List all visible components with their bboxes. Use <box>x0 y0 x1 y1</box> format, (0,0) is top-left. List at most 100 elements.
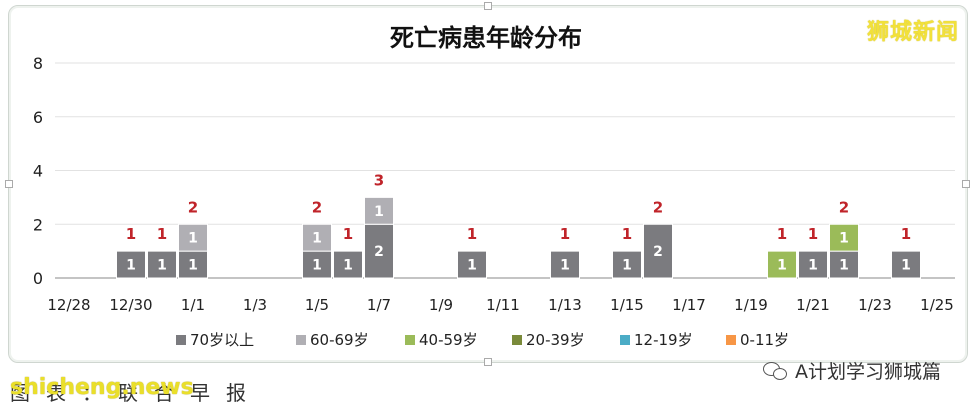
bar-segment <box>302 223 332 252</box>
legend-swatch <box>405 335 415 345</box>
source-text: 图表：联合早报 <box>10 381 262 405</box>
bar-segment <box>364 196 394 225</box>
data-label: 1 <box>467 258 477 274</box>
total-label: 1 <box>467 225 477 243</box>
wechat-icon <box>763 360 789 382</box>
bar-segment <box>364 223 394 279</box>
resize-handle[interactable] <box>5 180 13 188</box>
data-label: 1 <box>560 258 570 274</box>
x-tick-label: 1/7 <box>367 296 391 314</box>
data-label: 1 <box>188 258 198 274</box>
data-label: 2 <box>653 244 663 260</box>
total-label: 3 <box>374 171 384 189</box>
x-tick-label: 1/25 <box>920 296 954 314</box>
x-tick-label: 1/21 <box>796 296 830 314</box>
legend-item: 60-69岁 <box>296 331 369 349</box>
watermark: 狮城新闻 <box>866 20 959 45</box>
bar-segment <box>643 223 673 279</box>
chart-source: 图表：联合早报 shicheng.news <box>10 375 262 406</box>
legend-item: 12-19岁 <box>620 331 693 349</box>
total-label: 1 <box>808 225 818 243</box>
legend-label: 0-11岁 <box>740 331 789 349</box>
data-label: 1 <box>157 258 167 274</box>
data-label: 1 <box>374 204 384 220</box>
x-tick-label: 1/5 <box>305 296 329 314</box>
x-axis: 12/28 12/30 1/1 1/3 1/5 1/7 1/9 1/11 1/13 1/15 1/1… <box>47 296 953 314</box>
x-tick-label: 1/23 <box>858 296 892 314</box>
y-tick-label: 6 <box>33 108 43 127</box>
bar-segment <box>550 250 580 279</box>
legend: 70岁以上 60-69岁 40-59岁 20-39岁 12-19岁 0-11岁 <box>176 331 789 349</box>
legend-swatch <box>726 335 736 345</box>
x-tick-label: 1/11 <box>486 296 520 314</box>
data-label: 1 <box>839 258 849 274</box>
data-label: 2 <box>374 244 384 260</box>
site-watermark: shicheng.news <box>10 375 194 400</box>
legend-item: 40-59岁 <box>405 331 478 349</box>
total-label: 1 <box>126 225 136 243</box>
total-label: 2 <box>839 198 849 216</box>
bar-segment <box>612 250 642 279</box>
data-label: 1 <box>777 258 787 274</box>
legend-item: 0-11岁 <box>726 331 789 349</box>
x-tick-label: 12/30 <box>109 296 152 314</box>
legend-swatch <box>296 335 306 345</box>
x-tick-label: 1/13 <box>548 296 582 314</box>
bar-segment <box>333 250 363 279</box>
account-credit: A计划学习狮城篇 <box>763 357 941 384</box>
data-label: 1 <box>312 258 322 274</box>
data-label: 1 <box>343 258 353 274</box>
legend-label: 12-19岁 <box>634 331 693 349</box>
bar-segment <box>891 250 921 279</box>
bar-segment <box>178 250 208 279</box>
legend-label: 40-59岁 <box>419 331 478 349</box>
data-label: 1 <box>126 258 136 274</box>
x-tick-label: 1/15 <box>610 296 644 314</box>
chart-frame <box>8 5 968 363</box>
bar-segment <box>147 250 177 279</box>
total-label: 2 <box>312 198 322 216</box>
bar-segment <box>302 250 332 279</box>
legend-label: 60-69岁 <box>310 331 369 349</box>
total-label: 2 <box>653 198 663 216</box>
legend-item: 70岁以上 <box>176 331 254 349</box>
data-label: 1 <box>808 258 818 274</box>
bar-segment <box>457 250 487 279</box>
data-label: 1 <box>312 231 322 247</box>
account-name: A计划学习狮城篇 <box>795 361 941 383</box>
resize-handle[interactable] <box>484 2 492 10</box>
legend-item: 20-39岁 <box>512 331 585 349</box>
legend-swatch <box>620 335 630 345</box>
data-label: 1 <box>839 231 849 247</box>
total-label: 1 <box>901 225 911 243</box>
data-label: 1 <box>188 231 198 247</box>
chart-title: 死亡病患年龄分布 <box>390 24 582 52</box>
resize-handle[interactable] <box>962 180 970 188</box>
y-tick-label: 8 <box>33 54 43 73</box>
x-tick-label: 1/19 <box>734 296 768 314</box>
data-label: 1 <box>622 258 632 274</box>
legend-swatch <box>512 335 522 345</box>
x-tick-label: 12/28 <box>47 296 90 314</box>
total-label: 1 <box>622 225 632 243</box>
bar-segment <box>116 250 146 279</box>
y-tick-label: 2 <box>33 215 43 234</box>
legend-label: 20-39岁 <box>526 331 585 349</box>
bars: 1 1 1 1 1 1 1 2 1 1 1 1 2 1 1 1 1 1 <box>116 196 921 279</box>
bar-segment <box>767 250 797 279</box>
bar-totals: 1 1 2 2 1 3 1 1 1 2 1 1 2 1 <box>126 171 911 243</box>
bar-segment <box>798 250 828 279</box>
total-label: 2 <box>188 198 198 216</box>
total-label: 1 <box>343 225 353 243</box>
data-label: 1 <box>901 258 911 274</box>
bar-segment <box>829 250 859 279</box>
legend-swatch <box>176 335 186 345</box>
x-tick-label: 1/3 <box>243 296 267 314</box>
resize-handle[interactable] <box>484 358 492 366</box>
total-label: 1 <box>157 225 167 243</box>
y-tick-label: 0 <box>33 269 43 288</box>
total-label: 1 <box>560 225 570 243</box>
bar-segment <box>178 223 208 252</box>
x-tick-label: 1/1 <box>181 296 205 314</box>
